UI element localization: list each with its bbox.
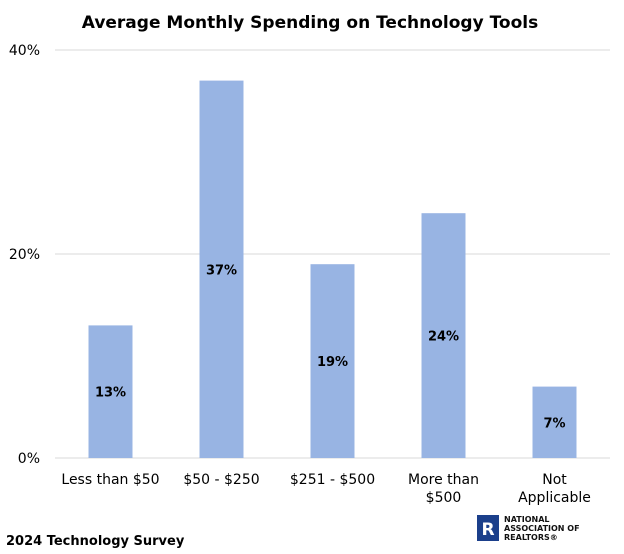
bar [532,386,577,458]
realtor-r-icon [477,515,499,541]
bar [310,264,355,458]
x-tick-label: Less than $50 [61,472,159,488]
x-tick-label: More than $500 [408,472,479,506]
logo-line-3: REALTORS® [504,533,558,542]
chart-title: Average Monthly Spending on Technology T… [82,13,538,33]
y-tick-label: 40% [9,43,40,59]
x-tick-label: $251 - $500 [290,472,375,488]
nar-logo: R NATIONAL ASSOCIATION OF REALTORS® [477,515,580,542]
y-tick-label: 20% [9,247,40,263]
bar [421,213,466,458]
y-tick-label: 0% [18,451,40,467]
data-labels: 13% 37% 19% 24% 7% [95,263,566,431]
bar [199,80,244,458]
bars [88,80,577,458]
y-axis-ticks: 0% 20% 40% [9,43,40,467]
data-label: 7% [543,416,565,431]
data-label: 13% [95,386,126,401]
data-label: 37% [206,263,237,278]
logo-mark: R [481,520,494,540]
x-tick-label: Not Applicable [518,472,591,506]
source-note: 2024 Technology Survey [6,534,185,549]
bar [88,325,133,458]
logo-line-2: ASSOCIATION OF [504,524,580,533]
logo-line-1: NATIONAL [504,515,549,524]
x-axis-ticks: Less than $50 $50 - $250 $251 - $500 More t… [61,472,591,506]
data-label: 19% [317,355,348,370]
data-label: 24% [428,330,459,345]
x-tick-label: $50 - $250 [183,472,259,488]
